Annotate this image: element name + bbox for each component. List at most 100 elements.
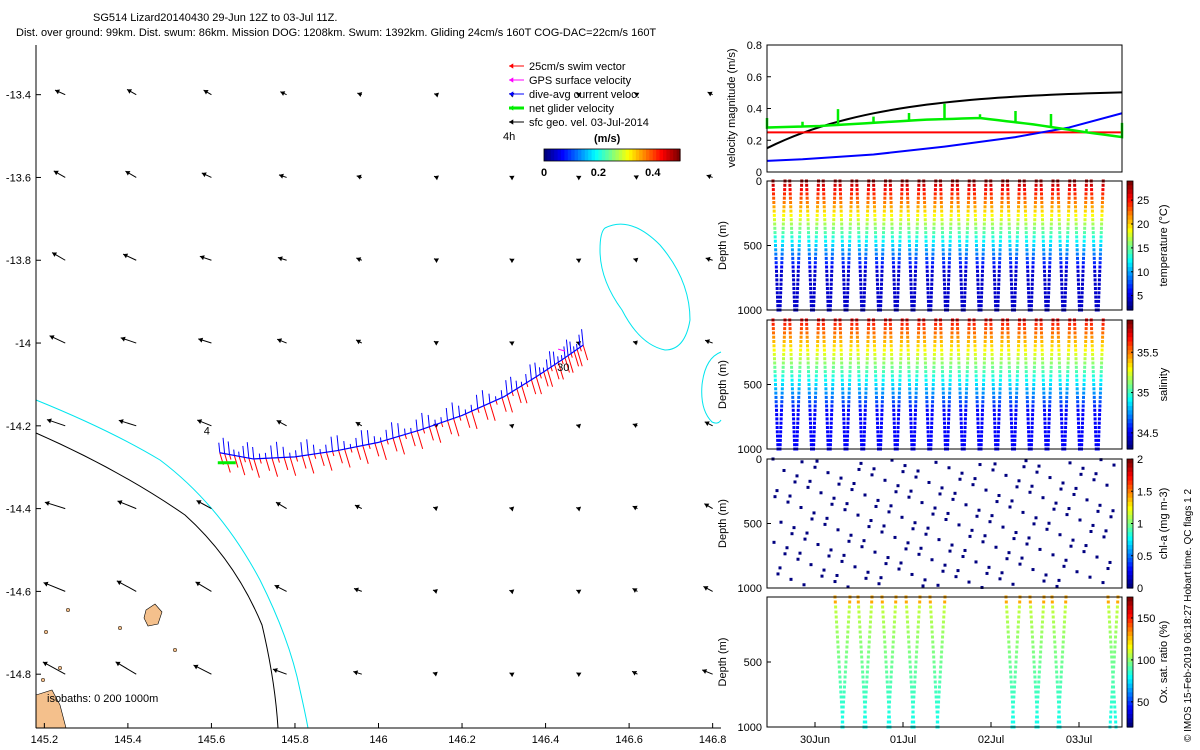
data-point [864,391,868,395]
data-point [1030,287,1034,290]
data-point [805,322,809,326]
data-point [897,408,901,412]
data-point [1044,443,1048,447]
data-point [911,710,915,714]
data-point [875,417,879,421]
data-point [939,660,943,664]
data-point [999,226,1003,230]
data-point [1090,205,1094,209]
section-colorbar-cell [1127,514,1133,520]
data-point [931,261,935,265]
data-point [998,400,1002,404]
data-point [789,352,793,356]
data-point [1063,610,1067,614]
map-xtick-label: 145.4 [114,734,142,746]
data-point [863,269,867,273]
data-point [964,274,968,278]
data-point [862,295,866,299]
data-point [847,605,851,609]
data-point [949,222,953,226]
data-point [1008,239,1012,243]
data-point [1046,438,1050,442]
data-point [798,370,802,374]
dac-vector [325,444,327,453]
data-point [835,573,839,577]
data-point [993,421,997,425]
data-point [809,434,813,438]
data-point [1059,680,1063,684]
data-point [1040,213,1044,217]
data-point [799,331,803,335]
section-colorbar-cell [1127,341,1133,347]
data-point [956,201,960,204]
data-point [975,252,979,256]
data-point [1075,244,1079,247]
data-point [889,504,893,508]
colorbar-cell [588,149,593,161]
section-colorbar-cell [1127,267,1133,272]
data-point [959,278,963,282]
data-point [1054,501,1058,505]
data-point [1064,600,1068,604]
map-xtick-label: 145.2 [31,734,59,746]
data-point [929,430,933,434]
data-point [863,705,867,709]
data-point [841,705,845,709]
data-point [1058,248,1062,252]
data-point [1062,630,1066,634]
data-point [1077,434,1081,438]
data-point [825,421,829,425]
data-point [795,443,799,447]
data-point [1100,201,1104,204]
data-point [1094,291,1098,295]
data-point [1045,527,1049,531]
data-point [1032,655,1036,659]
data-point [1114,630,1118,634]
data-point [937,700,941,704]
data-point [925,413,929,417]
data-point [889,348,893,352]
data-point [959,413,963,417]
data-point [849,201,853,204]
section-colorbar-tick-label: 1.5 [1137,486,1152,498]
data-point [857,387,861,391]
swim-vector [271,457,279,477]
data-point [932,218,936,222]
data-point [899,209,903,213]
data-point [947,404,951,408]
data-point [889,209,893,213]
data-point [880,265,884,269]
data-point [791,274,795,278]
data-point [893,605,897,609]
swim-vector [530,379,537,395]
data-point [835,625,839,629]
data-point [968,534,972,538]
section-ylabel: Depth (m) [717,360,729,409]
data-point [1015,391,1019,395]
data-point [963,548,967,552]
data-point [814,248,818,252]
data-point [1076,256,1079,260]
chart-title-line1: SG514 Lizard20140430 29-Jun 12Z to 03-Ju… [93,12,338,24]
geo-vector-head [55,89,60,95]
dac-vector [552,351,556,365]
data-point [941,378,945,382]
data-point [1066,235,1070,239]
data-point [1001,525,1005,529]
data-point [956,335,960,339]
data-point [876,287,880,290]
data-point [907,357,910,361]
reef-5 [40,677,46,683]
data-point [875,269,879,273]
data-point [1083,361,1087,365]
data-point [1066,222,1070,226]
section-colorbar-cell [1127,388,1133,394]
colorbar-cell [622,149,627,161]
geo-vector-head [196,500,202,505]
data-point [967,183,971,187]
data-point [887,715,891,719]
data-point [929,443,933,447]
data-point [1026,413,1030,417]
data-point [857,605,861,609]
data-point [821,322,825,326]
